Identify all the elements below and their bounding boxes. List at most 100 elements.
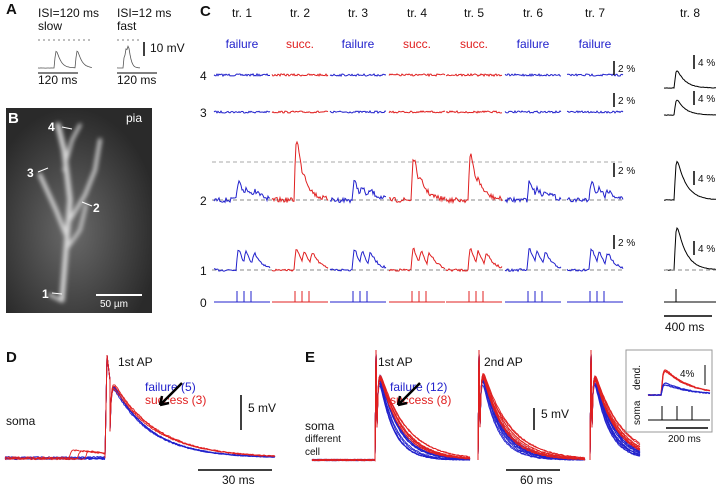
outcome-label: failure xyxy=(517,37,550,51)
trace xyxy=(271,140,329,203)
trace xyxy=(329,73,386,78)
trial-label: tr. 8 xyxy=(680,6,700,20)
trace xyxy=(388,247,446,272)
trace xyxy=(388,73,446,78)
trial-label: tr. 5 xyxy=(464,6,484,20)
trace xyxy=(271,249,329,272)
trial-label: tr. 2 xyxy=(290,6,310,20)
trace xyxy=(213,110,271,114)
outcome-label: failure xyxy=(342,37,375,51)
outcome-label: succ. xyxy=(403,37,431,51)
scale-label: 400 ms xyxy=(665,320,704,334)
trace xyxy=(311,349,471,462)
trace xyxy=(566,247,624,272)
trace xyxy=(477,349,586,461)
trace xyxy=(104,354,276,459)
trace xyxy=(104,354,275,459)
spikes xyxy=(648,406,710,421)
trace xyxy=(329,110,387,114)
trace xyxy=(213,179,271,204)
trace xyxy=(37,50,93,69)
trace xyxy=(566,110,624,114)
trial-label: tr. 1 xyxy=(232,6,252,20)
spikes xyxy=(330,291,386,303)
trace xyxy=(664,289,716,303)
site-label: 1 xyxy=(42,287,49,301)
trace xyxy=(504,109,562,114)
spikes xyxy=(389,291,445,303)
trace xyxy=(388,110,446,114)
site-label: 3 xyxy=(27,166,34,180)
scale-label: 120 ms xyxy=(117,73,156,87)
scale-label: 10 mV xyxy=(150,41,185,55)
panel-letter: B xyxy=(8,110,19,127)
label: ISI=12 ms xyxy=(117,6,171,20)
scale-label: 60 ms xyxy=(520,473,553,487)
trace xyxy=(477,349,586,461)
trace xyxy=(589,349,640,461)
outcome-label: failure xyxy=(579,37,612,51)
site-label: 2 xyxy=(93,201,100,215)
label: 2nd AP xyxy=(484,355,523,369)
label: different xyxy=(305,434,341,445)
label: 1st AP xyxy=(118,355,153,369)
trace xyxy=(504,248,562,273)
micrograph xyxy=(6,108,152,313)
trace xyxy=(445,247,503,273)
trial-label: tr. 3 xyxy=(348,6,368,20)
trace xyxy=(504,180,562,204)
trace xyxy=(388,158,446,203)
spikes xyxy=(214,291,270,303)
label: ISI=120 ms xyxy=(38,6,99,20)
traces xyxy=(37,39,141,69)
traces xyxy=(311,349,641,462)
label: soma xyxy=(632,400,643,425)
arrow xyxy=(396,382,421,407)
trace xyxy=(4,450,106,461)
scale-label: 2 % xyxy=(618,96,635,107)
site-label: 4 xyxy=(48,120,55,134)
row-label: 4 xyxy=(200,69,207,83)
outcome-label: succ. xyxy=(460,37,488,51)
row-label: 0 xyxy=(200,296,207,310)
scale-label: 5 mV xyxy=(248,401,276,415)
label: dend. xyxy=(632,365,643,390)
scale-label: 30 ms xyxy=(222,473,255,487)
scale-label: 5 mV xyxy=(541,407,569,421)
trial-label: tr. 4 xyxy=(407,6,427,20)
label: fast xyxy=(117,19,137,33)
panel-letter: C xyxy=(200,3,211,20)
trace xyxy=(477,349,586,461)
label: 1st AP xyxy=(378,355,413,369)
trace xyxy=(663,99,716,116)
trace xyxy=(445,153,503,205)
row-label: 3 xyxy=(200,106,207,120)
trace xyxy=(477,349,586,461)
inset xyxy=(625,349,713,433)
row-label: 1 xyxy=(200,264,207,278)
trace xyxy=(271,72,329,77)
legend-failure: failure (12) xyxy=(390,380,447,394)
label: cell xyxy=(305,447,320,458)
spikes xyxy=(505,291,561,303)
trace xyxy=(104,354,276,459)
trace xyxy=(566,180,624,203)
trace xyxy=(504,73,562,78)
scale-label: 2 % xyxy=(618,64,635,75)
panel-letter: D xyxy=(6,349,17,366)
row-label: 2 xyxy=(200,194,207,208)
arrow xyxy=(158,382,183,407)
trace xyxy=(647,384,711,397)
neuron xyxy=(38,122,102,303)
spikes xyxy=(567,291,623,303)
label: pia xyxy=(126,111,142,125)
trial-label: tr. 7 xyxy=(585,6,605,20)
outcome-label: failure xyxy=(226,37,259,51)
legend-success: success (3) xyxy=(145,393,206,407)
panel-letter: E xyxy=(305,349,315,366)
panel-c: tr. 1 tr. 2 tr. 3 tr. 4 tr. 5 tr. 6 tr. 7 tr. 8… xyxy=(200,6,716,334)
spikes xyxy=(446,291,502,303)
trace xyxy=(445,110,503,114)
